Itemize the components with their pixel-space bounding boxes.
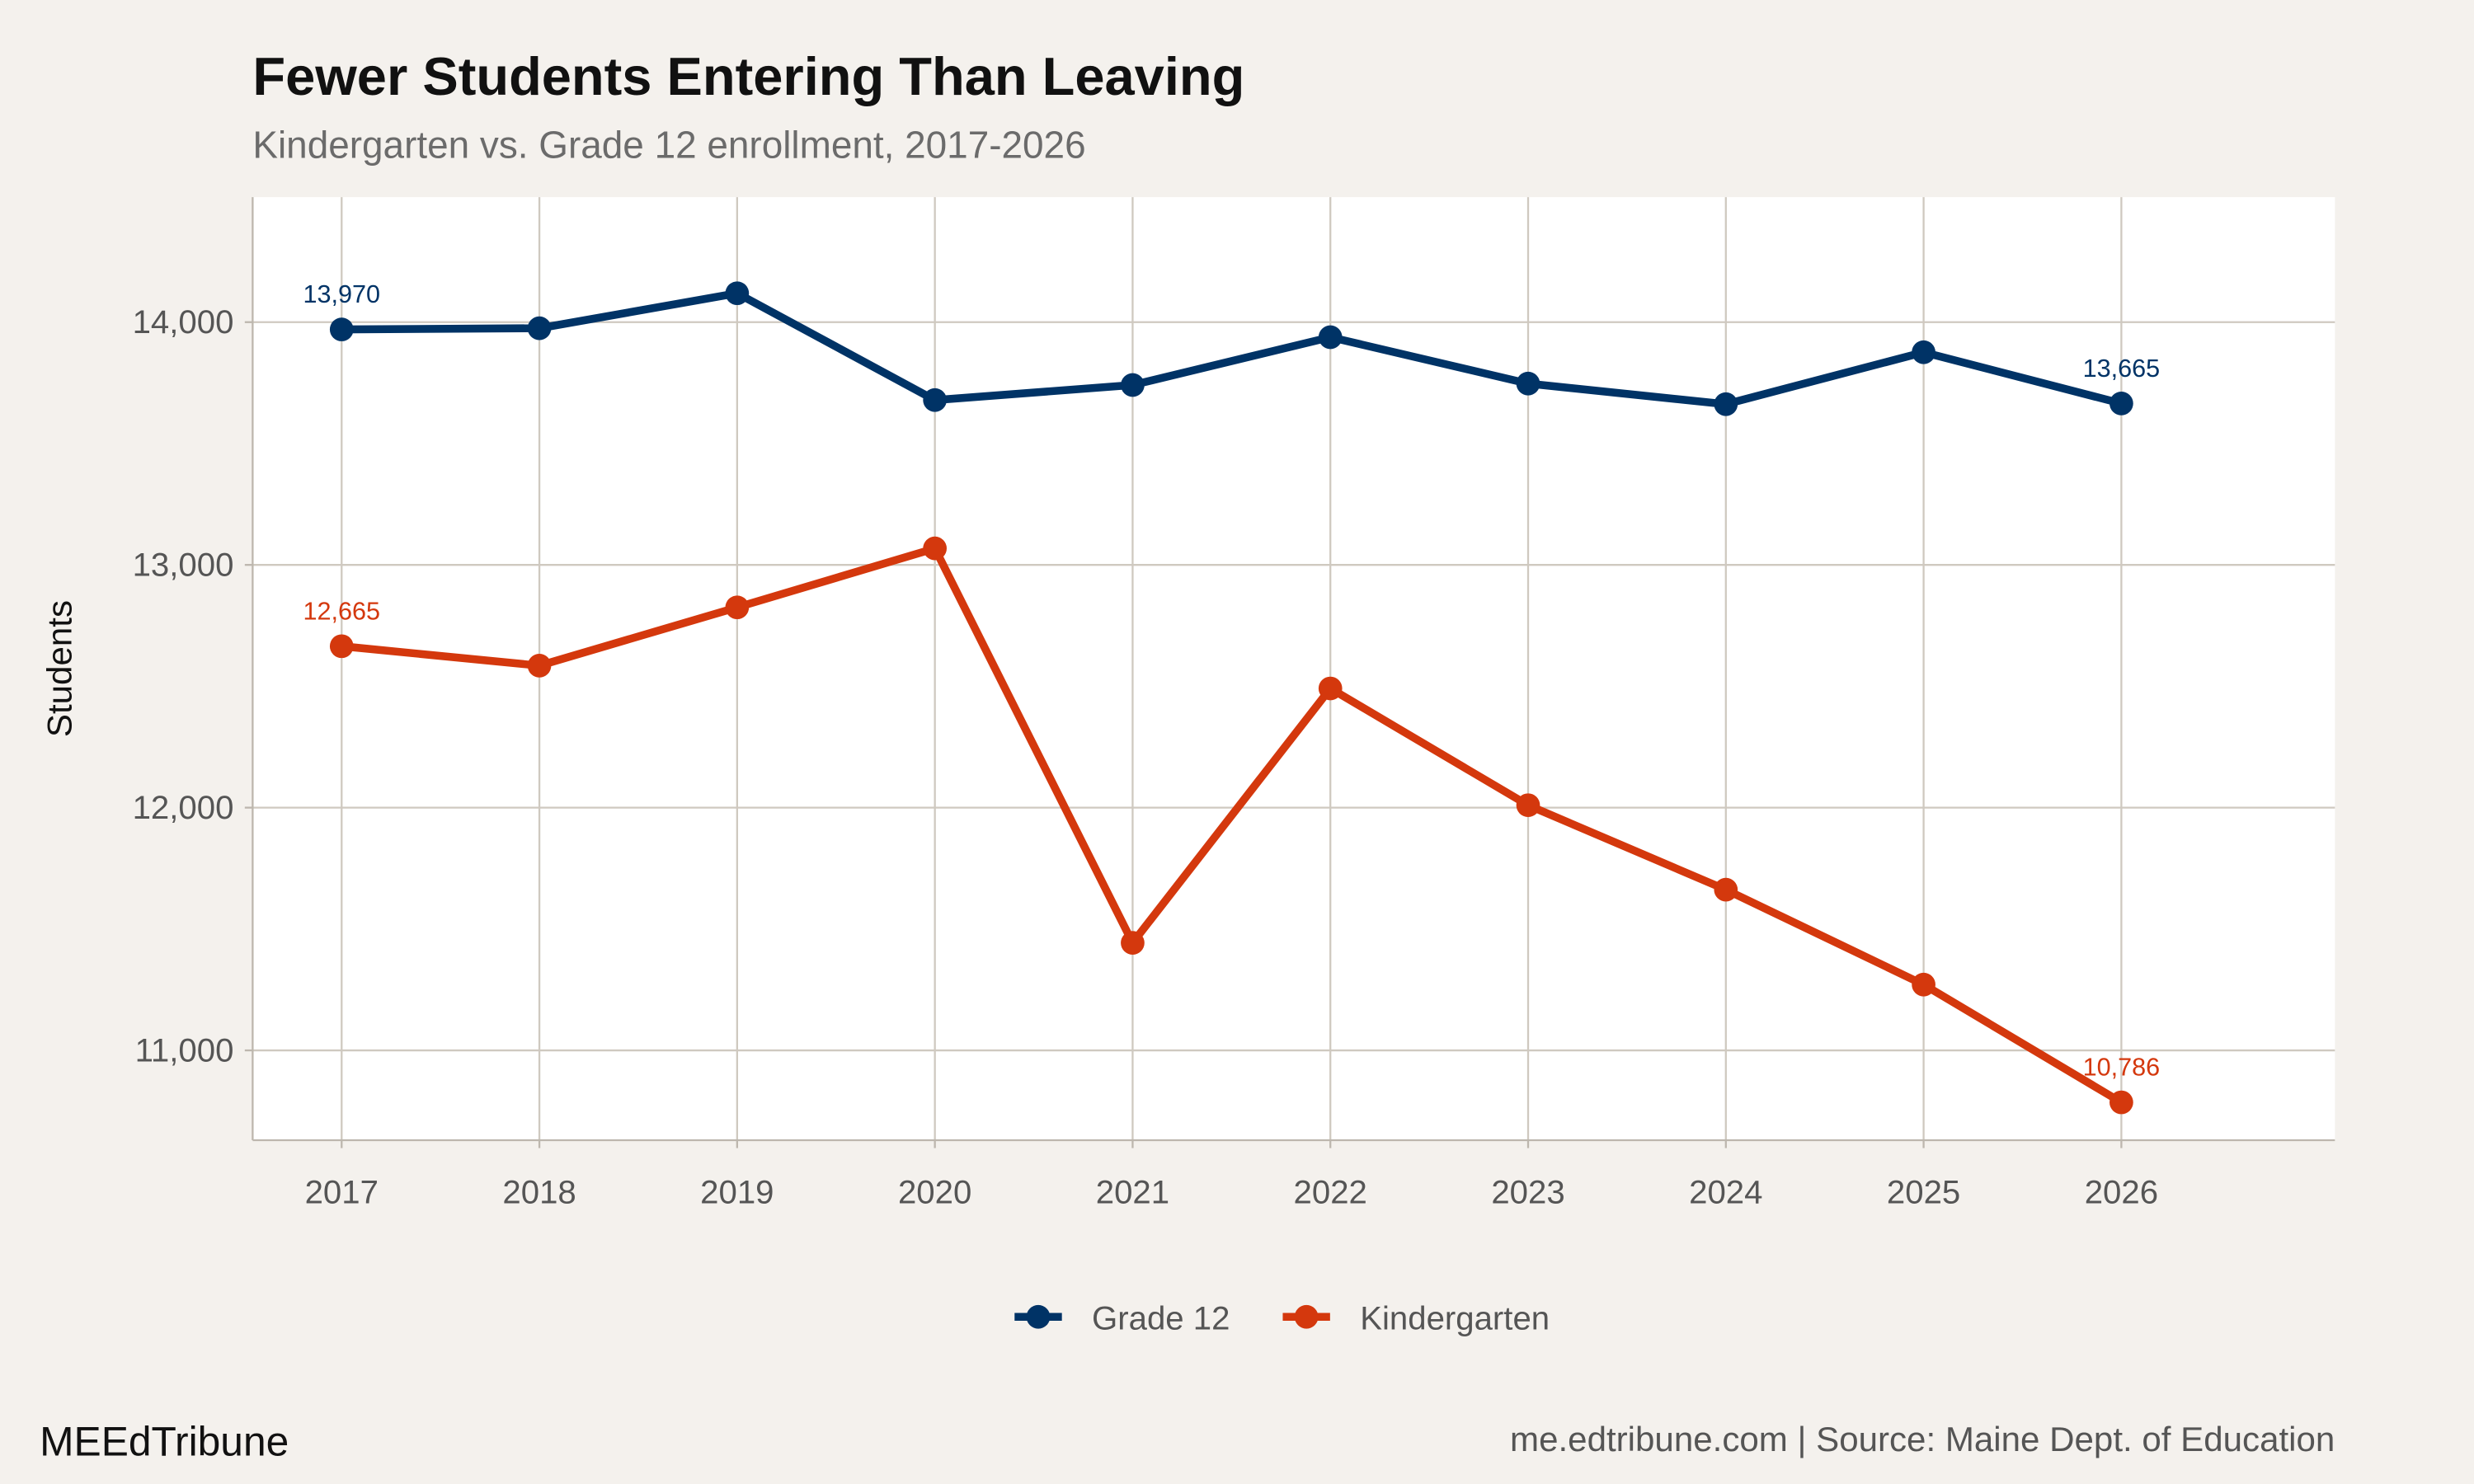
data-point-kindergarten[interactable]: [2109, 1090, 2133, 1115]
x-tick-label: 2017: [305, 1174, 379, 1211]
x-tick-label: 2020: [898, 1174, 971, 1211]
chart-subtitle: Kindergarten vs. Grade 12 enrollment, 20…: [252, 123, 1085, 166]
plot-area: [252, 197, 2335, 1140]
data-point-kindergarten[interactable]: [527, 654, 552, 678]
data-point-grade-12[interactable]: [725, 281, 750, 306]
series-layer: 13,970 13,665 12,665 10,786: [303, 280, 2161, 1115]
data-point-kindergarten[interactable]: [1912, 972, 1935, 997]
x-tick-label: 2026: [2085, 1174, 2158, 1211]
data-point-grade-12[interactable]: [329, 317, 354, 341]
data-point-kindergarten[interactable]: [1516, 793, 1540, 818]
data-point-grade-12[interactable]: [1318, 325, 1343, 350]
y-tick-label: 14,000: [133, 303, 234, 340]
data-label-kindergarten: 10,786: [2083, 1054, 2161, 1082]
legend-item-grade-12[interactable]: Grade 12: [1014, 1300, 1230, 1337]
legend-item-kindergarten[interactable]: Kindergarten: [1282, 1300, 1550, 1337]
series-line-grade-12: [341, 289, 2123, 409]
data-point-grade-12[interactable]: [1714, 392, 1738, 416]
x-tick-label: 2019: [700, 1174, 774, 1211]
x-axis-ticks: 2017 2018 2019 2020 2021 2022 2023 2024 2025 2026: [305, 1139, 2158, 1211]
x-tick-label: 2023: [1491, 1174, 1564, 1211]
series-line-kindergarten: [341, 544, 2124, 1106]
legend: Grade 12 Kindergarten: [1014, 1300, 1550, 1337]
legend-label-grade-12: Grade 12: [1092, 1300, 1230, 1337]
y-tick-label: 12,000: [133, 789, 234, 826]
data-point-grade-12[interactable]: [1121, 373, 1145, 397]
x-tick-label: 2018: [502, 1174, 576, 1211]
chart-title: Fewer Students Entering Than Leaving: [252, 46, 1244, 106]
x-tick-label: 2025: [1887, 1174, 1960, 1211]
x-tick-label: 2022: [1294, 1174, 1367, 1211]
data-point-grade-12[interactable]: [2109, 392, 2133, 416]
legend-label-kindergarten: Kindergarten: [1360, 1300, 1550, 1337]
data-point-grade-12[interactable]: [1912, 340, 1935, 364]
data-point-grade-12[interactable]: [527, 316, 552, 340]
brand-logo-text: MEEdTribune: [40, 1419, 289, 1465]
data-label-grade-12: 13,970: [303, 280, 380, 308]
data-point-kindergarten[interactable]: [1714, 877, 1738, 902]
data-point-kindergarten[interactable]: [1121, 931, 1145, 955]
data-point-kindergarten[interactable]: [1318, 676, 1343, 701]
data-point-kindergarten[interactable]: [329, 634, 354, 659]
legend-marker-grade-12: [1026, 1304, 1051, 1329]
legend-marker-kindergarten: [1294, 1304, 1319, 1329]
y-tick-label: 13,000: [133, 547, 234, 584]
data-point-grade-12[interactable]: [923, 387, 947, 412]
y-tick-label: 11,000: [135, 1031, 234, 1068]
y-axis-ticks: 11,000 12,000 13,000 14,000: [133, 303, 253, 1068]
source-caption: me.edtribune.com | Source: Maine Dept. o…: [1510, 1420, 2335, 1458]
x-tick-label: 2021: [1096, 1174, 1169, 1211]
x-tick-label: 2024: [1689, 1174, 1762, 1211]
data-point-grade-12[interactable]: [1516, 371, 1540, 396]
data-label-grade-12: 13,665: [2083, 355, 2161, 383]
data-point-kindergarten[interactable]: [923, 536, 947, 561]
data-label-kindergarten: 12,665: [303, 597, 380, 625]
y-axis-label: Students: [40, 600, 78, 737]
data-point-kindergarten[interactable]: [725, 595, 750, 620]
